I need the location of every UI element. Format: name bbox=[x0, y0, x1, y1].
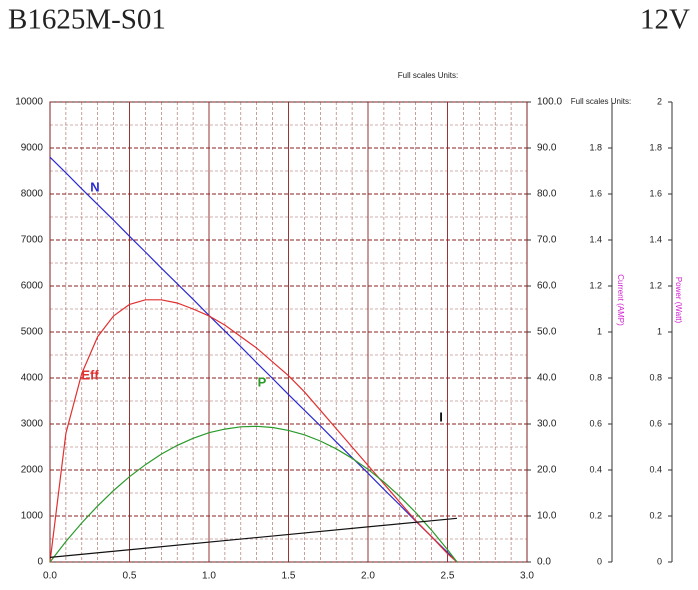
y4-axis-title: Power (Watt) bbox=[674, 277, 683, 324]
y-tick-label: 2000 bbox=[21, 465, 44, 476]
y3-tick-label: 0 bbox=[597, 556, 602, 566]
y2-tick-label: 30.0 bbox=[537, 419, 557, 430]
y2-tick-label: 80.0 bbox=[537, 189, 557, 200]
y4-tick-label: 1 bbox=[657, 326, 662, 336]
y4-tick-label: 0.2 bbox=[649, 510, 662, 520]
annotation: Full scales Units: bbox=[398, 71, 458, 80]
y4-tick-label: 1.8 bbox=[649, 142, 662, 152]
y4-tick-label: 2 bbox=[657, 96, 662, 106]
y-tick-label: 6000 bbox=[21, 281, 44, 292]
y2-tick-label: 40.0 bbox=[537, 373, 557, 384]
y3-tick-label: 0.4 bbox=[589, 464, 602, 474]
y4-tick-label: 0 bbox=[657, 556, 662, 566]
y2-tick-label: 20.0 bbox=[537, 465, 557, 476]
x-tick-label: 2.0 bbox=[361, 571, 375, 582]
y-tick-label: 5000 bbox=[21, 327, 44, 338]
x-tick-label: 1.0 bbox=[202, 571, 216, 582]
y2-tick-label: 70.0 bbox=[537, 235, 557, 246]
annotation: Full scales Units: bbox=[571, 97, 631, 106]
y-tick-label: 4000 bbox=[21, 373, 44, 384]
y4-tick-label: 1.4 bbox=[649, 234, 662, 244]
y3-tick-label: 0.2 bbox=[589, 510, 602, 520]
y3-tick-label: 1.4 bbox=[589, 234, 602, 244]
chart-title: B1625M-S01 bbox=[8, 4, 166, 36]
y4-tick-label: 0.8 bbox=[649, 372, 662, 382]
y2-tick-label: 100.0 bbox=[537, 97, 562, 108]
y4-tick-label: 1.2 bbox=[649, 280, 662, 290]
y-tick-label: 1000 bbox=[21, 511, 44, 522]
x-tick-label: 0.0 bbox=[43, 571, 57, 582]
y-tick-label: 3000 bbox=[21, 419, 44, 430]
series-label: I bbox=[439, 409, 443, 424]
y3-tick-label: 1.6 bbox=[589, 188, 602, 198]
y2-tick-label: 90.0 bbox=[537, 143, 557, 154]
y3-tick-label: 0.6 bbox=[589, 418, 602, 428]
y-tick-label: 0 bbox=[37, 557, 43, 568]
x-tick-label: 1.5 bbox=[282, 571, 296, 582]
chart-subtitle: 12V bbox=[640, 4, 690, 36]
y3-tick-label: 0.8 bbox=[589, 372, 602, 382]
y4-tick-label: 0.4 bbox=[649, 464, 662, 474]
y2-tick-label: 50.0 bbox=[537, 327, 557, 338]
series-line bbox=[49, 517, 458, 558]
x-tick-label: 2.5 bbox=[441, 571, 455, 582]
y4-tick-label: 1.6 bbox=[649, 188, 662, 198]
y-tick-label: 9000 bbox=[21, 143, 44, 154]
y-tick-label: 10000 bbox=[15, 97, 43, 108]
series-line bbox=[49, 299, 458, 563]
series-label: P bbox=[258, 374, 267, 389]
series-line bbox=[49, 156, 458, 563]
x-tick-label: 3.0 bbox=[520, 571, 534, 582]
series-label: Eff bbox=[81, 367, 99, 382]
y-tick-label: 8000 bbox=[21, 189, 44, 200]
y2-tick-label: 0.0 bbox=[537, 557, 551, 568]
y2-tick-label: 10.0 bbox=[537, 511, 557, 522]
x-tick-label: 0.5 bbox=[123, 571, 137, 582]
y4-tick-label: 0.6 bbox=[649, 418, 662, 428]
series-label: N bbox=[90, 179, 99, 194]
series-line bbox=[49, 425, 458, 563]
y3-axis-title: Current (AMP) bbox=[616, 274, 625, 326]
y3-tick-label: 1 bbox=[597, 326, 602, 336]
y-tick-label: 7000 bbox=[21, 235, 44, 246]
y2-tick-label: 60.0 bbox=[537, 281, 557, 292]
y3-tick-label: 1.8 bbox=[589, 142, 602, 152]
y3-tick-label: 1.2 bbox=[589, 280, 602, 290]
